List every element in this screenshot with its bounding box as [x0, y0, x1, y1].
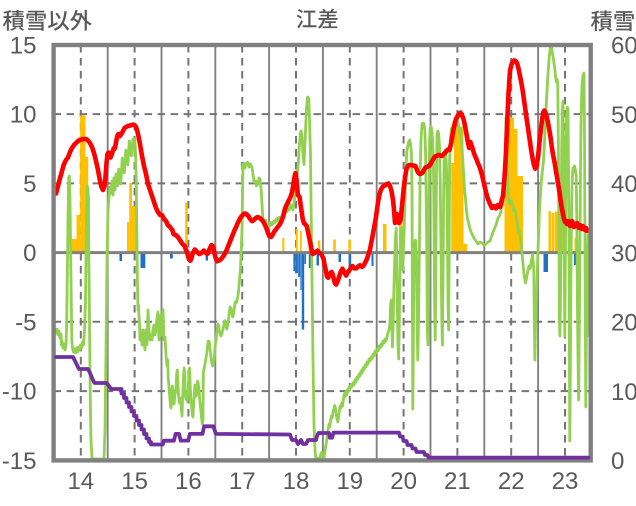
svg-text:14: 14 — [67, 468, 94, 495]
svg-text:19: 19 — [336, 468, 363, 495]
svg-text:-10: -10 — [2, 379, 37, 406]
svg-text:15: 15 — [10, 32, 37, 59]
svg-text:30: 30 — [611, 240, 636, 267]
svg-text:22: 22 — [498, 468, 525, 495]
svg-text:21: 21 — [444, 468, 471, 495]
svg-text:-15: -15 — [2, 448, 37, 475]
svg-text:16: 16 — [175, 468, 202, 495]
svg-text:50: 50 — [611, 102, 636, 129]
svg-text:20: 20 — [390, 468, 417, 495]
svg-text:23: 23 — [552, 468, 579, 495]
svg-text:60: 60 — [611, 33, 636, 60]
svg-text:10: 10 — [10, 102, 37, 129]
svg-text:18: 18 — [283, 468, 310, 495]
svg-text:5: 5 — [23, 171, 36, 198]
svg-text:-5: -5 — [15, 309, 36, 336]
svg-text:15: 15 — [121, 468, 148, 495]
svg-text:40: 40 — [611, 171, 636, 198]
svg-text:20: 20 — [611, 310, 636, 337]
svg-text:0: 0 — [611, 448, 624, 475]
svg-text:0: 0 — [23, 240, 36, 267]
svg-text:10: 10 — [611, 379, 636, 406]
svg-text:17: 17 — [229, 468, 256, 495]
